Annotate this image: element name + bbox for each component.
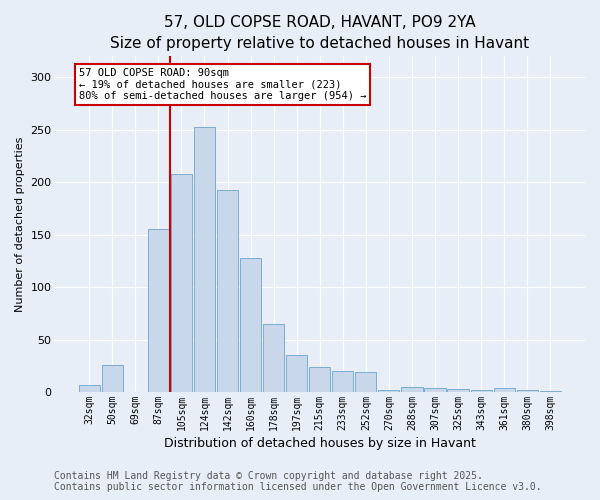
Y-axis label: Number of detached properties: Number of detached properties — [15, 136, 25, 312]
Bar — [79, 384, 100, 392]
Bar — [263, 324, 284, 392]
Bar — [517, 390, 538, 392]
Title: 57, OLD COPSE ROAD, HAVANT, PO9 2YA
Size of property relative to detached houses: 57, OLD COPSE ROAD, HAVANT, PO9 2YA Size… — [110, 15, 529, 51]
Bar — [286, 356, 307, 392]
Bar — [378, 390, 400, 392]
Bar — [448, 389, 469, 392]
Bar — [332, 371, 353, 392]
Bar — [424, 388, 446, 392]
Bar — [101, 365, 123, 392]
Bar — [171, 174, 192, 392]
Bar — [240, 258, 261, 392]
Bar — [194, 126, 215, 392]
Bar — [148, 230, 169, 392]
Text: 57 OLD COPSE ROAD: 90sqm
← 19% of detached houses are smaller (223)
80% of semi-: 57 OLD COPSE ROAD: 90sqm ← 19% of detach… — [79, 68, 367, 101]
Bar — [494, 388, 515, 392]
Bar — [470, 390, 492, 392]
X-axis label: Distribution of detached houses by size in Havant: Distribution of detached houses by size … — [164, 437, 476, 450]
Bar — [309, 367, 331, 392]
Text: Contains HM Land Registry data © Crown copyright and database right 2025.
Contai: Contains HM Land Registry data © Crown c… — [54, 471, 542, 492]
Bar — [355, 372, 376, 392]
Bar — [217, 190, 238, 392]
Bar — [401, 387, 422, 392]
Bar — [539, 391, 561, 392]
